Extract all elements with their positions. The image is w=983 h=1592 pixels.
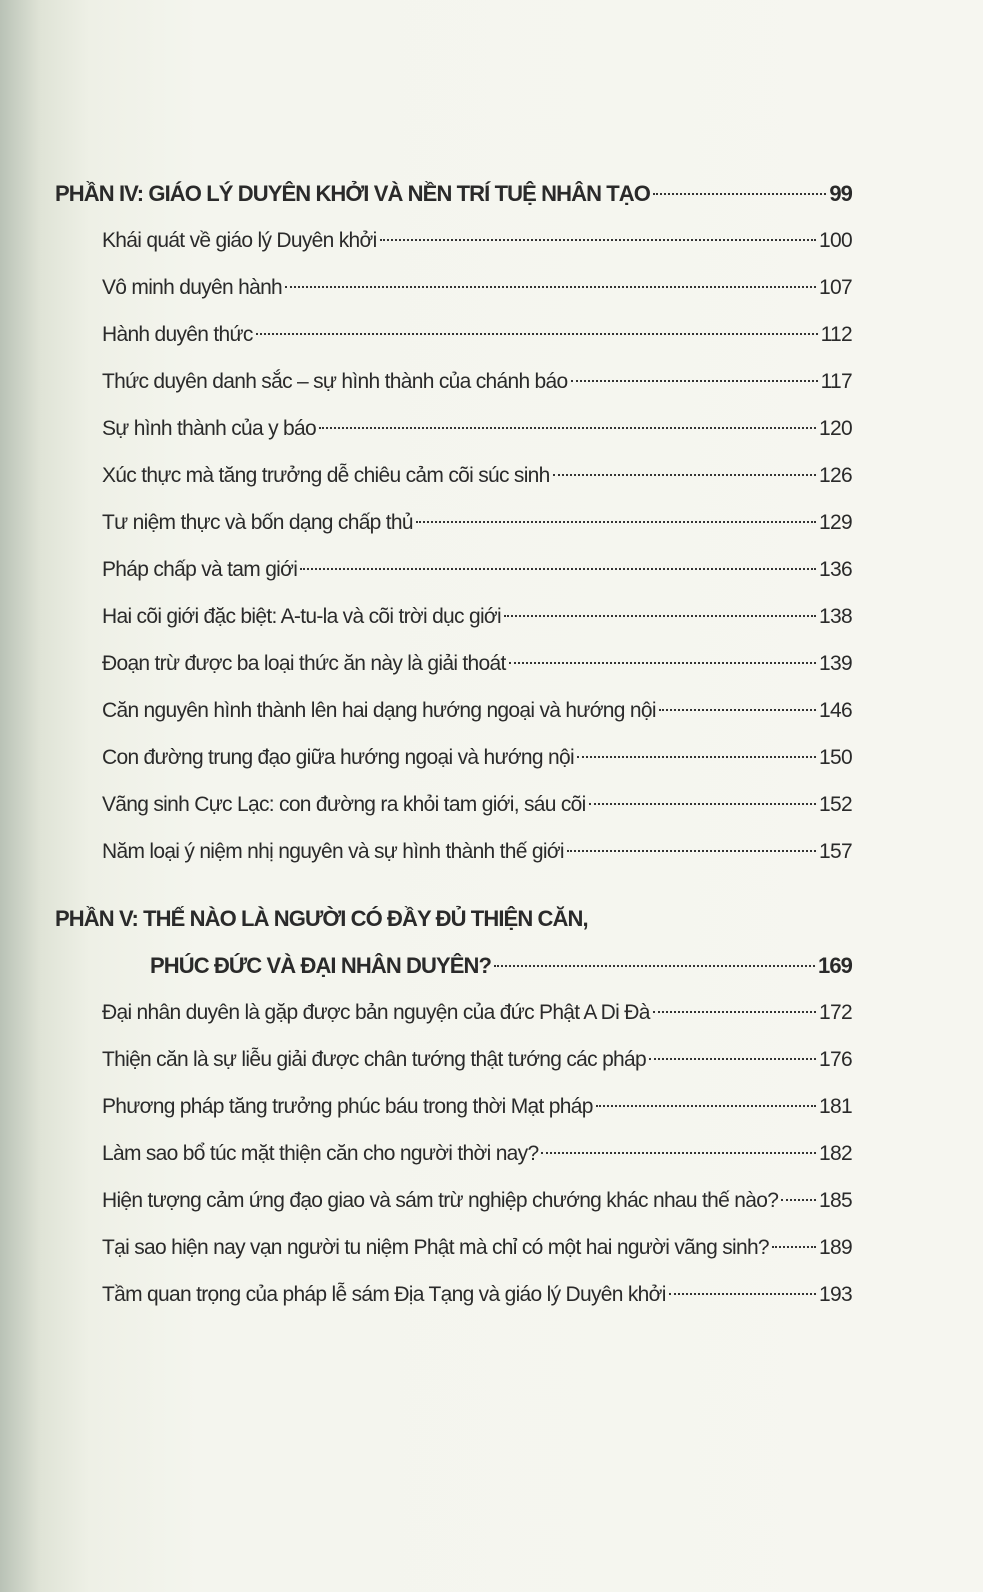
toc-entry-page: 152 — [819, 793, 853, 816]
toc-entry: Thiện căn là sự liễu giải được chân tướn… — [55, 1036, 853, 1083]
toc-entry: Hành duyên thức 112 — [55, 311, 853, 358]
table-of-contents: PHẦN IV: GIÁO LÝ DUYÊN KHỞI VÀ NỀN TRÍ T… — [55, 170, 853, 1318]
toc-entry-title: Vãng sinh Cực Lạc: con đường ra khỏi tam… — [102, 793, 586, 816]
toc-entry-page: 138 — [819, 605, 853, 628]
toc-entry-title: Đoạn trừ được ba loại thức ăn này là giả… — [102, 652, 506, 675]
toc-entry-title: Xúc thực mà tăng trưởng dễ chiêu cảm cõi… — [102, 464, 550, 487]
toc-entry: Căn nguyên hình thành lên hai dạng hướng… — [55, 687, 853, 734]
dot-leader — [503, 615, 817, 617]
dot-leader — [653, 193, 827, 195]
dot-leader — [285, 286, 817, 288]
toc-entry-page: 117 — [820, 370, 853, 393]
dot-leader — [652, 1011, 817, 1013]
toc-entry-page: 126 — [819, 464, 853, 487]
toc-entry: Phương pháp tăng trưởng phúc báu trong t… — [55, 1083, 853, 1130]
toc-entry-page: 157 — [819, 840, 853, 863]
dot-leader — [649, 1058, 817, 1060]
toc-entry: Đại nhân duyên là gặp được bản nguyện củ… — [55, 989, 853, 1036]
toc-entry-title: Tư niệm thực và bốn dạng chấp thủ — [102, 511, 414, 534]
dot-leader — [300, 568, 817, 570]
dot-leader — [658, 709, 817, 711]
toc-entry-title: Sự hình thành của y báo — [102, 417, 317, 440]
toc-entry-title: Phương pháp tăng trưởng phúc báu trong t… — [102, 1095, 593, 1118]
toc-entry: Làm sao bổ túc mặt thiện căn cho người t… — [55, 1130, 853, 1177]
part4-heading-row: PHẦN IV: GIÁO LÝ DUYÊN KHỞI VÀ NỀN TRÍ T… — [55, 170, 853, 217]
toc-entry: Hai cõi giới đặc biệt: A-tu-la và cõi tr… — [55, 593, 853, 640]
toc-entry-title: Khái quát về giáo lý Duyên khởi — [102, 229, 377, 252]
toc-entry-title: Năm loại ý niệm nhị nguyên và sự hình th… — [102, 840, 565, 863]
toc-entry-title: Hai cõi giới đặc biệt: A-tu-la và cõi tr… — [102, 605, 502, 628]
toc-entry: Tư niệm thực và bốn dạng chấp thủ 129 — [55, 499, 853, 546]
part5-page: 169 — [817, 953, 853, 978]
toc-entry-title: Hiện tượng cảm ứng đạo giao và sám trừ n… — [102, 1189, 779, 1212]
toc-entry-title: Vô minh duyên hành — [102, 276, 283, 299]
dot-leader — [415, 521, 817, 523]
toc-entry-page: 181 — [819, 1095, 853, 1118]
dot-leader — [508, 662, 817, 664]
dot-leader — [318, 427, 817, 429]
toc-entry: Khái quát về giáo lý Duyên khởi 100 — [55, 217, 853, 264]
toc-entry-title: Pháp chấp và tam giới — [102, 558, 298, 581]
part5-heading-line1: PHẦN V: THẾ NÀO LÀ NGƯỜI CÓ ĐẦY ĐỦ THIỆN… — [55, 906, 589, 931]
toc-entry-page: 150 — [819, 746, 853, 769]
toc-entry-page: 172 — [819, 1001, 853, 1024]
toc-entry-page: 107 — [819, 276, 853, 299]
toc-entry-title: Thiện căn là sự liễu giải được chân tướn… — [102, 1048, 647, 1071]
toc-entry-title: Con đường trung đạo giữa hướng ngoại và … — [102, 746, 575, 769]
toc-entry: Vô minh duyên hành 107 — [55, 264, 853, 311]
toc-entry: Tầm quan trọng của pháp lễ sám Địa Tạng … — [55, 1271, 853, 1318]
toc-entry-title: Tại sao hiện nay vạn người tu niệm Phật … — [102, 1236, 770, 1259]
dot-leader — [552, 474, 817, 476]
toc-entry-page: 185 — [819, 1189, 853, 1212]
toc-entry-title: Làm sao bổ túc mặt thiện căn cho người t… — [102, 1142, 539, 1165]
dot-leader — [570, 380, 818, 382]
toc-entry: Tại sao hiện nay vạn người tu niệm Phật … — [55, 1224, 853, 1271]
toc-entry-title: Tầm quan trọng của pháp lễ sám Địa Tạng … — [102, 1283, 666, 1306]
part5-heading-line2: PHÚC ĐỨC VÀ ĐẠI NHÂN DUYÊN? — [150, 953, 492, 978]
toc-entry: Con đường trung đạo giữa hướng ngoại và … — [55, 734, 853, 781]
toc-entry-page: 176 — [819, 1048, 853, 1071]
toc-entry-page: 100 — [819, 229, 853, 252]
toc-entry: Sự hình thành của y báo 120 — [55, 405, 853, 452]
part4-heading: PHẦN IV: GIÁO LÝ DUYÊN KHỞI VÀ NỀN TRÍ T… — [55, 181, 651, 206]
part5-heading-row-2: PHÚC ĐỨC VÀ ĐẠI NHÂN DUYÊN? 169 — [55, 942, 853, 989]
toc-entry-page: 120 — [819, 417, 853, 440]
dot-leader — [595, 1105, 817, 1107]
toc-entry: Thức duyên danh sắc – sự hình thành của … — [55, 358, 853, 405]
dot-leader — [588, 803, 817, 805]
part4-page: 99 — [829, 181, 853, 206]
dot-leader — [576, 756, 817, 758]
dot-leader — [566, 850, 817, 852]
dot-leader — [781, 1199, 817, 1201]
toc-entry-page: 189 — [819, 1236, 853, 1259]
dot-leader — [379, 239, 817, 241]
dot-leader — [255, 333, 818, 335]
toc-entry-page: 129 — [819, 511, 853, 534]
toc-entry: Đoạn trừ được ba loại thức ăn này là giả… — [55, 640, 853, 687]
toc-entry-page: 112 — [820, 323, 853, 346]
toc-entry-page: 139 — [819, 652, 853, 675]
toc-entry-title: Căn nguyên hình thành lên hai dạng hướng… — [102, 699, 657, 722]
toc-entry: Vãng sinh Cực Lạc: con đường ra khỏi tam… — [55, 781, 853, 828]
toc-entry-page: 182 — [819, 1142, 853, 1165]
toc-entry: Xúc thực mà tăng trưởng dễ chiêu cảm cõi… — [55, 452, 853, 499]
toc-entry-title: Hành duyên thức — [102, 323, 253, 346]
dot-leader — [494, 965, 815, 967]
toc-entry: Pháp chấp và tam giới 136 — [55, 546, 853, 593]
toc-entry-title: Đại nhân duyên là gặp được bản nguyện củ… — [102, 1001, 650, 1024]
dot-leader — [771, 1246, 817, 1248]
toc-entry-page: 146 — [819, 699, 853, 722]
dot-leader — [541, 1152, 817, 1154]
dot-leader — [668, 1293, 817, 1295]
toc-entry: Năm loại ý niệm nhị nguyên và sự hình th… — [55, 828, 853, 875]
toc-entry-title: Thức duyên danh sắc – sự hình thành của … — [102, 370, 568, 393]
toc-entry: Hiện tượng cảm ứng đạo giao và sám trừ n… — [55, 1177, 853, 1224]
part5-heading-row-1: PHẦN V: THẾ NÀO LÀ NGƯỜI CÓ ĐẦY ĐỦ THIỆN… — [55, 895, 852, 942]
toc-entry-page: 193 — [819, 1283, 853, 1306]
toc-entry-page: 136 — [819, 558, 853, 581]
